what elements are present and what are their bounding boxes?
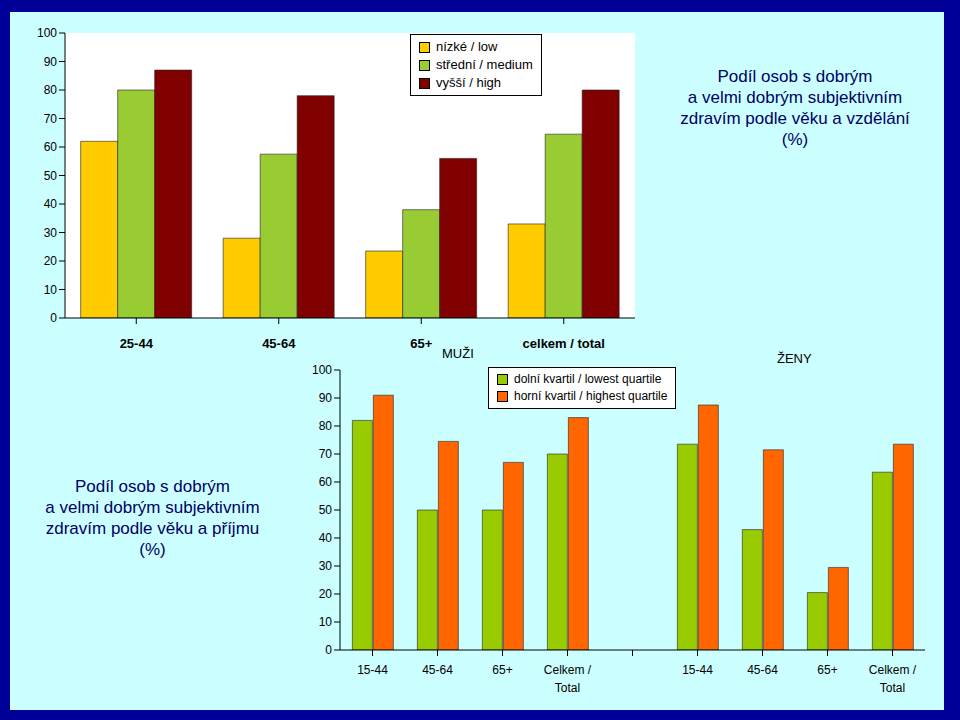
svg-text:65+: 65+: [410, 336, 432, 351]
html-text:nízké / low: nízké / low: [436, 39, 498, 54]
html-text:ŽENY: ŽENY: [777, 351, 812, 366]
svg-text:Celkem /Total: Celkem /Total: [869, 663, 917, 695]
svg-text:60: 60: [44, 140, 58, 154]
html-text:Podíl osob s dobrým a velmi do: Podíl osob s dobrým a velmi dobrým subje…: [680, 67, 910, 149]
svg-text:45-64: 45-64: [747, 663, 778, 677]
svg-text:20: 20: [319, 587, 333, 601]
html-text:střední / medium: střední / medium: [436, 57, 533, 72]
html-text:dolní kvartil / lowest quartil: dolní kvartil / lowest quartile: [514, 372, 662, 386]
html-text:MUŽI: MUŽI: [442, 346, 474, 361]
svg-text:60: 60: [319, 475, 333, 489]
svg-text:50: 50: [319, 503, 333, 517]
svg-text:30: 30: [44, 226, 58, 240]
svg-text:10: 10: [44, 283, 58, 297]
svg-text:10: 10: [319, 615, 333, 629]
svg-text:0: 0: [50, 311, 57, 325]
svg-text:90: 90: [44, 55, 58, 69]
svg-text:Celkem /Total: Celkem /Total: [544, 663, 592, 695]
svg-text:celkem / total: celkem / total: [523, 336, 605, 351]
svg-text:80: 80: [44, 83, 58, 97]
svg-text:65+: 65+: [817, 663, 837, 677]
svg-text:80: 80: [319, 419, 333, 433]
svg-text:90: 90: [319, 391, 333, 405]
svg-text:25-44: 25-44: [120, 336, 154, 351]
html-text:vyšší / high: vyšší / high: [436, 75, 501, 90]
svg-text:70: 70: [319, 447, 333, 461]
svg-text:30: 30: [319, 559, 333, 573]
svg-text:70: 70: [44, 112, 58, 126]
html-text:horní kvartil / highest quarti: horní kvartil / highest quartile: [514, 389, 668, 403]
svg-text:100: 100: [37, 26, 57, 40]
svg-text:45-64: 45-64: [262, 336, 296, 351]
svg-text:40: 40: [44, 197, 58, 211]
svg-text:40: 40: [319, 531, 333, 545]
svg-text:100: 100: [312, 363, 332, 377]
svg-text:15-44: 15-44: [357, 663, 388, 677]
svg-text:65+: 65+: [492, 663, 512, 677]
svg-text:15-44: 15-44: [682, 663, 713, 677]
svg-text:0: 0: [325, 643, 332, 657]
svg-text:45-64: 45-64: [422, 663, 453, 677]
svg-text:20: 20: [44, 254, 58, 268]
html-text:Podíl osob s dobrým a velmi do: Podíl osob s dobrým a velmi dobrým subje…: [45, 477, 260, 559]
svg-text:50: 50: [44, 169, 58, 183]
